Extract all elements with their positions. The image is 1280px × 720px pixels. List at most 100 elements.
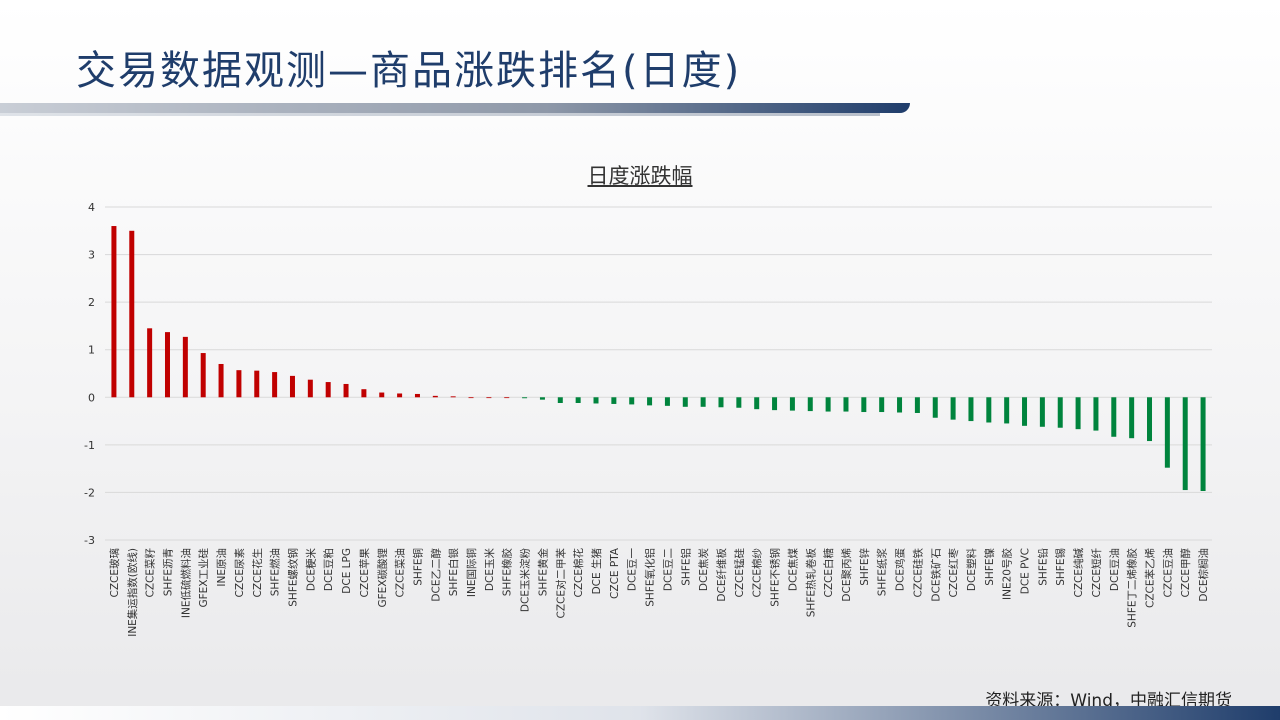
x-tick-label: CZCE棉花: [572, 548, 585, 598]
x-tick-label: SHFE铜: [412, 548, 424, 586]
bar: [147, 328, 153, 398]
x-tick-label: CZCE花生: [251, 548, 264, 598]
bar: [539, 397, 545, 400]
x-tick-label: CZCE对二甲苯: [554, 548, 567, 619]
bar: [182, 336, 188, 398]
bar: [575, 397, 581, 403]
bar: [129, 230, 135, 398]
x-tick-label: GFEX工业硅: [197, 548, 210, 608]
x-tick-label: CZCE白糖: [822, 548, 835, 598]
footer-band: [0, 706, 1280, 720]
bar: [1039, 397, 1045, 427]
x-tick-label: DCE铁矿石: [929, 548, 942, 602]
x-tick-label: CZCE甲醇: [1179, 548, 1192, 598]
x-tick-label: SHFE铅: [1036, 548, 1049, 586]
x-tick-label: DCE豆二: [662, 548, 674, 591]
bar: [807, 397, 813, 412]
header-underline: [0, 113, 880, 116]
x-tick-label: SHFE纸浆: [876, 548, 889, 597]
bar: [664, 397, 670, 406]
bar: [1004, 397, 1010, 424]
x-tick-label: INE原油: [215, 548, 228, 587]
x-tick-label: CZCE纯碱: [1072, 548, 1085, 598]
y-tick-label: 3: [88, 249, 95, 262]
bar: [682, 397, 688, 407]
bar: [307, 379, 313, 398]
bar: [754, 397, 760, 410]
bar: [557, 397, 563, 403]
x-tick-label: DCE 生猪: [590, 548, 603, 595]
x-tick-label: CZCE棉纱: [751, 548, 764, 598]
x-tick-label: DCE豆一: [627, 548, 639, 592]
bar: [879, 397, 885, 413]
bar: [1147, 397, 1153, 442]
x-tick-label: SHFE黄金: [536, 548, 549, 597]
bar: [111, 226, 117, 398]
x-tick-label: DCE豆油: [1108, 548, 1121, 591]
x-tick-label: SHFE螺纹钢: [286, 548, 299, 607]
bar: [1111, 397, 1117, 437]
bar: [1057, 397, 1063, 428]
y-tick-label: -2: [84, 486, 95, 499]
bar: [1182, 397, 1188, 491]
y-tick-label: 2: [88, 296, 95, 309]
x-tick-label: SHFE不锈钢: [769, 548, 782, 607]
bar: [843, 397, 849, 412]
bar: [897, 397, 903, 413]
x-tick-label: CZCE红枣: [947, 548, 960, 598]
x-tick-label: DCE PVC: [1020, 548, 1032, 594]
bar: [861, 397, 867, 413]
x-tick-label: CZCE硅铁: [911, 548, 924, 598]
x-tick-label: DCE豆粕: [322, 548, 335, 591]
bar: [236, 370, 242, 398]
chart-title: 日度涨跌幅: [587, 164, 693, 188]
y-tick-label: 4: [88, 201, 95, 214]
bar: [1164, 397, 1170, 468]
bar: [1200, 397, 1206, 492]
x-tick-label: SHFE锌: [858, 548, 871, 586]
bar: [343, 383, 349, 398]
page-title: 交易数据观测—商品涨跌排名(日度): [76, 48, 742, 94]
x-tick-label: CZCE苯乙烯: [1144, 548, 1157, 608]
bar: [718, 397, 724, 408]
bar: [932, 397, 938, 418]
bar: [629, 397, 635, 405]
bar: [968, 397, 974, 422]
x-tick-label: SHFE铝: [679, 548, 692, 586]
x-tick-label: CZCE苹果: [358, 548, 371, 598]
bar: [289, 375, 295, 398]
bar: [1022, 397, 1028, 426]
x-tick-label: INE国际铜: [466, 548, 478, 597]
x-tick-label: SHFE白银: [447, 548, 460, 597]
x-tick-label: SHFE镍: [983, 548, 996, 586]
x-tick-label: DCE焦煤: [786, 548, 799, 592]
y-tick-label: 0: [88, 391, 95, 404]
bar: [379, 392, 385, 398]
bar: [647, 397, 653, 406]
x-tick-label: DCE焦炭: [697, 548, 710, 592]
bar: [200, 353, 206, 398]
y-tick-label: 1: [88, 344, 95, 357]
x-tick-label: DCE塑料: [965, 548, 978, 592]
bar: [593, 397, 599, 404]
x-tick-label: SHFE锡: [1054, 548, 1067, 586]
header-band: [0, 103, 910, 113]
x-tick-label: INE集运指数(欧线): [126, 548, 139, 637]
bar: [914, 397, 920, 413]
x-tick-label: INE低硫燃料油: [179, 548, 192, 618]
bar: [1129, 397, 1135, 439]
bar: [825, 397, 831, 412]
x-tick-label: DCE玉米淀粉: [519, 548, 532, 613]
bar: [164, 332, 170, 398]
x-tick-label: CZCE菜籽: [145, 548, 157, 598]
bar: [772, 397, 778, 411]
x-tick-label: DCE棕榈油: [1197, 548, 1210, 602]
x-tick-label: CZCE豆油: [1161, 548, 1174, 598]
x-tick-label: DCE鸡蛋: [894, 548, 907, 592]
bar: [254, 370, 260, 398]
x-tick-label: GFEX碳酸锂: [376, 548, 389, 608]
bar: [1075, 397, 1081, 430]
x-tick-label: INE20号胶: [1001, 548, 1014, 600]
x-tick-label: SHFE氧化铝: [644, 548, 657, 607]
